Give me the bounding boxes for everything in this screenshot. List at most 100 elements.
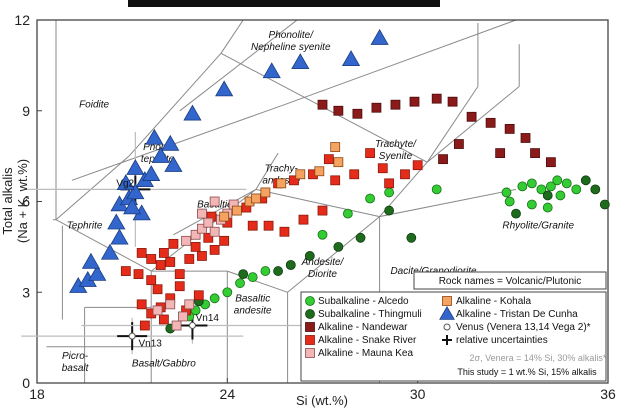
data-point	[542, 190, 553, 201]
data-point	[171, 320, 182, 331]
data-point	[323, 154, 334, 165]
data-point	[203, 232, 214, 243]
data-point	[511, 208, 521, 219]
data-point	[146, 254, 157, 264]
data-point	[431, 184, 442, 195]
data-point	[530, 148, 540, 159]
data-point	[542, 202, 553, 213]
data-point	[183, 104, 202, 121]
data-point	[107, 213, 126, 230]
data-point	[438, 154, 448, 165]
legend-label: Alkaline - Snake River	[318, 335, 417, 346]
data-point	[520, 133, 531, 143]
data-point	[546, 157, 556, 168]
legend-marker	[442, 296, 452, 306]
data-point	[317, 99, 328, 110]
top-bar	[128, 0, 440, 7]
data-point	[146, 275, 157, 286]
data-point	[371, 102, 382, 113]
field-label: Picro-basalt	[62, 351, 90, 374]
venus-point	[188, 322, 196, 330]
data-point	[526, 178, 537, 189]
field-label: Basaltic andesite	[234, 293, 272, 316]
data-point	[384, 187, 395, 198]
data-point	[164, 155, 183, 172]
data-point	[158, 248, 169, 258]
data-point	[260, 266, 271, 276]
data-point	[289, 175, 299, 186]
field-label: Tephrite	[67, 221, 103, 232]
field-boundary	[55, 155, 130, 221]
field-boundary	[426, 86, 479, 163]
data-point	[174, 281, 185, 292]
data-point	[526, 199, 537, 210]
data-point	[165, 257, 176, 267]
data-point	[145, 128, 164, 145]
data-point	[219, 211, 230, 222]
data-point	[377, 163, 388, 174]
field-label: Andesite/Diorite	[301, 257, 345, 280]
data-point	[136, 248, 147, 258]
field-boundary	[220, 20, 244, 54]
data-point	[552, 175, 563, 186]
y-tick-label: 9	[22, 103, 30, 119]
legend-label: Subalkaline - Thingmuli	[318, 309, 422, 320]
data-point	[333, 241, 344, 252]
data-point	[330, 142, 341, 152]
data-point	[123, 198, 142, 215]
data-point	[203, 217, 214, 228]
data-point	[100, 243, 120, 260]
data-point	[295, 169, 306, 180]
legend-note-study: This study = 1 wt.% Si, 15% alkalis	[457, 367, 597, 377]
field-boundary	[284, 20, 517, 106]
data-point	[262, 62, 281, 79]
y-tick-label: 3	[22, 284, 30, 300]
data-point	[193, 290, 204, 301]
data-point	[447, 96, 458, 107]
data-point	[161, 134, 180, 151]
data-point	[197, 251, 207, 261]
data-point	[390, 99, 401, 110]
data-point	[355, 232, 366, 243]
data-point	[291, 53, 310, 70]
data-point	[152, 284, 163, 295]
data-point	[209, 293, 220, 304]
venus-sample-label: Vn13	[139, 339, 163, 350]
data-point	[165, 299, 176, 310]
legend-marker	[305, 348, 315, 358]
legend-label: Subalkaline - Alcedo	[318, 296, 409, 307]
venus-labels: Vg2 Vn13 Vn14	[116, 178, 219, 349]
data-point	[333, 157, 344, 168]
y-tick-label: 0	[22, 375, 30, 391]
data-point	[222, 287, 233, 298]
data-point	[590, 184, 601, 195]
data-point	[365, 148, 375, 159]
data-point	[342, 208, 353, 219]
data-point	[209, 226, 220, 237]
data-point	[504, 124, 515, 134]
x-tick-label: 30	[410, 386, 426, 402]
field-label: Basalt/Gabbro	[132, 358, 196, 369]
field-boundary	[55, 219, 152, 272]
data-point	[155, 260, 166, 270]
data-point	[412, 160, 423, 171]
data-point	[209, 244, 220, 255]
legend-marker	[305, 296, 315, 306]
data-point	[116, 174, 135, 191]
field-boundary	[128, 52, 222, 157]
data-point	[197, 208, 207, 219]
field-boundary	[71, 104, 285, 181]
data-point	[276, 178, 287, 189]
legend-marker	[305, 309, 315, 319]
data-point	[406, 232, 417, 243]
data-point	[599, 199, 610, 210]
data-point	[126, 159, 145, 175]
data-point	[209, 196, 220, 207]
data-point	[304, 251, 315, 261]
x-tick-label: 24	[220, 386, 236, 402]
data-point	[184, 254, 195, 264]
legend-marker	[439, 305, 455, 320]
field-boundary	[255, 152, 279, 190]
data-point	[81, 252, 101, 269]
data-point	[341, 50, 361, 67]
